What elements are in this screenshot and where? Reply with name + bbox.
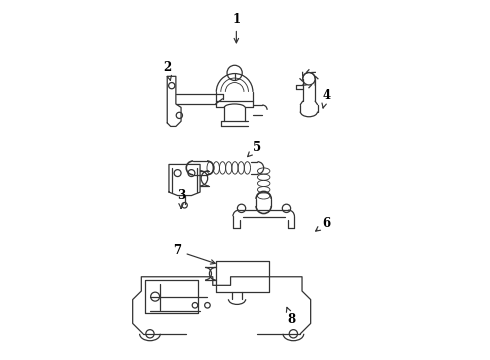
Text: 4: 4 bbox=[322, 89, 330, 108]
Text: 7: 7 bbox=[173, 244, 215, 264]
Text: 3: 3 bbox=[177, 189, 185, 208]
Text: 5: 5 bbox=[247, 141, 261, 157]
Text: 6: 6 bbox=[316, 217, 330, 231]
Text: 8: 8 bbox=[287, 307, 296, 327]
Text: 1: 1 bbox=[232, 13, 241, 43]
Text: 2: 2 bbox=[163, 61, 172, 80]
